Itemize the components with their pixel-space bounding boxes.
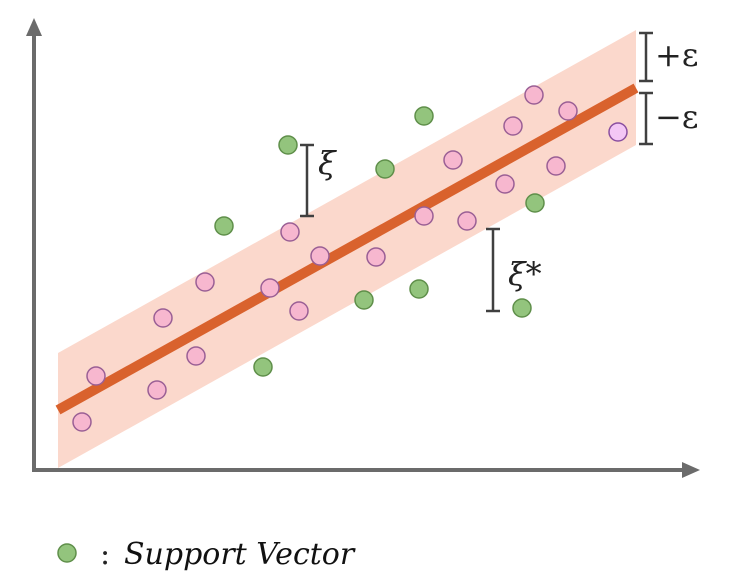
legend-separator: : — [100, 537, 110, 572]
data-point — [289, 301, 309, 321]
legend-label: Support Vector — [124, 537, 356, 572]
support-vector-point — [253, 357, 273, 377]
support-vector-point — [512, 298, 532, 318]
support-vector-point — [525, 193, 545, 213]
support-vector-point — [375, 159, 395, 179]
data-point — [546, 156, 566, 176]
slack-bracket-xi — [300, 143, 314, 218]
slack-label-xi: ξ — [318, 144, 337, 182]
regression-line — [55, 83, 639, 415]
highlighted-data-point — [608, 122, 628, 142]
data-point — [310, 246, 330, 266]
data-point — [414, 206, 434, 226]
support-vector-point — [409, 279, 429, 299]
support-vector-point — [354, 290, 374, 310]
data-point — [280, 222, 300, 242]
support-vector-point — [278, 135, 298, 155]
epsilon-bracket — [639, 31, 653, 146]
y-axis-arrow — [26, 18, 42, 36]
support-vector-point — [414, 106, 434, 126]
data-point — [147, 380, 167, 400]
data-point — [457, 211, 477, 231]
data-point — [366, 247, 386, 267]
data-point — [503, 116, 523, 136]
data-point — [186, 346, 206, 366]
slack-label-xi-star: ξ* — [508, 255, 542, 293]
support-vector-point — [214, 216, 234, 236]
legend: : Support Vector — [57, 537, 356, 572]
epsilon-minus-label: −ε — [655, 98, 698, 136]
data-point — [558, 101, 578, 121]
axes — [26, 18, 700, 478]
data-point — [72, 412, 92, 432]
epsilon-plus-label: +ε — [655, 36, 698, 74]
legend-support-vector-icon — [57, 543, 77, 563]
data-point — [195, 272, 215, 292]
data-point — [86, 366, 106, 386]
data-point — [495, 174, 515, 194]
slack-bracket-xi-star — [486, 227, 500, 313]
data-point — [260, 278, 280, 298]
data-points — [72, 85, 578, 432]
data-point — [153, 308, 173, 328]
x-axis-arrow — [682, 462, 700, 478]
data-point — [524, 85, 544, 105]
data-point — [443, 150, 463, 170]
support-vectors — [214, 106, 545, 377]
